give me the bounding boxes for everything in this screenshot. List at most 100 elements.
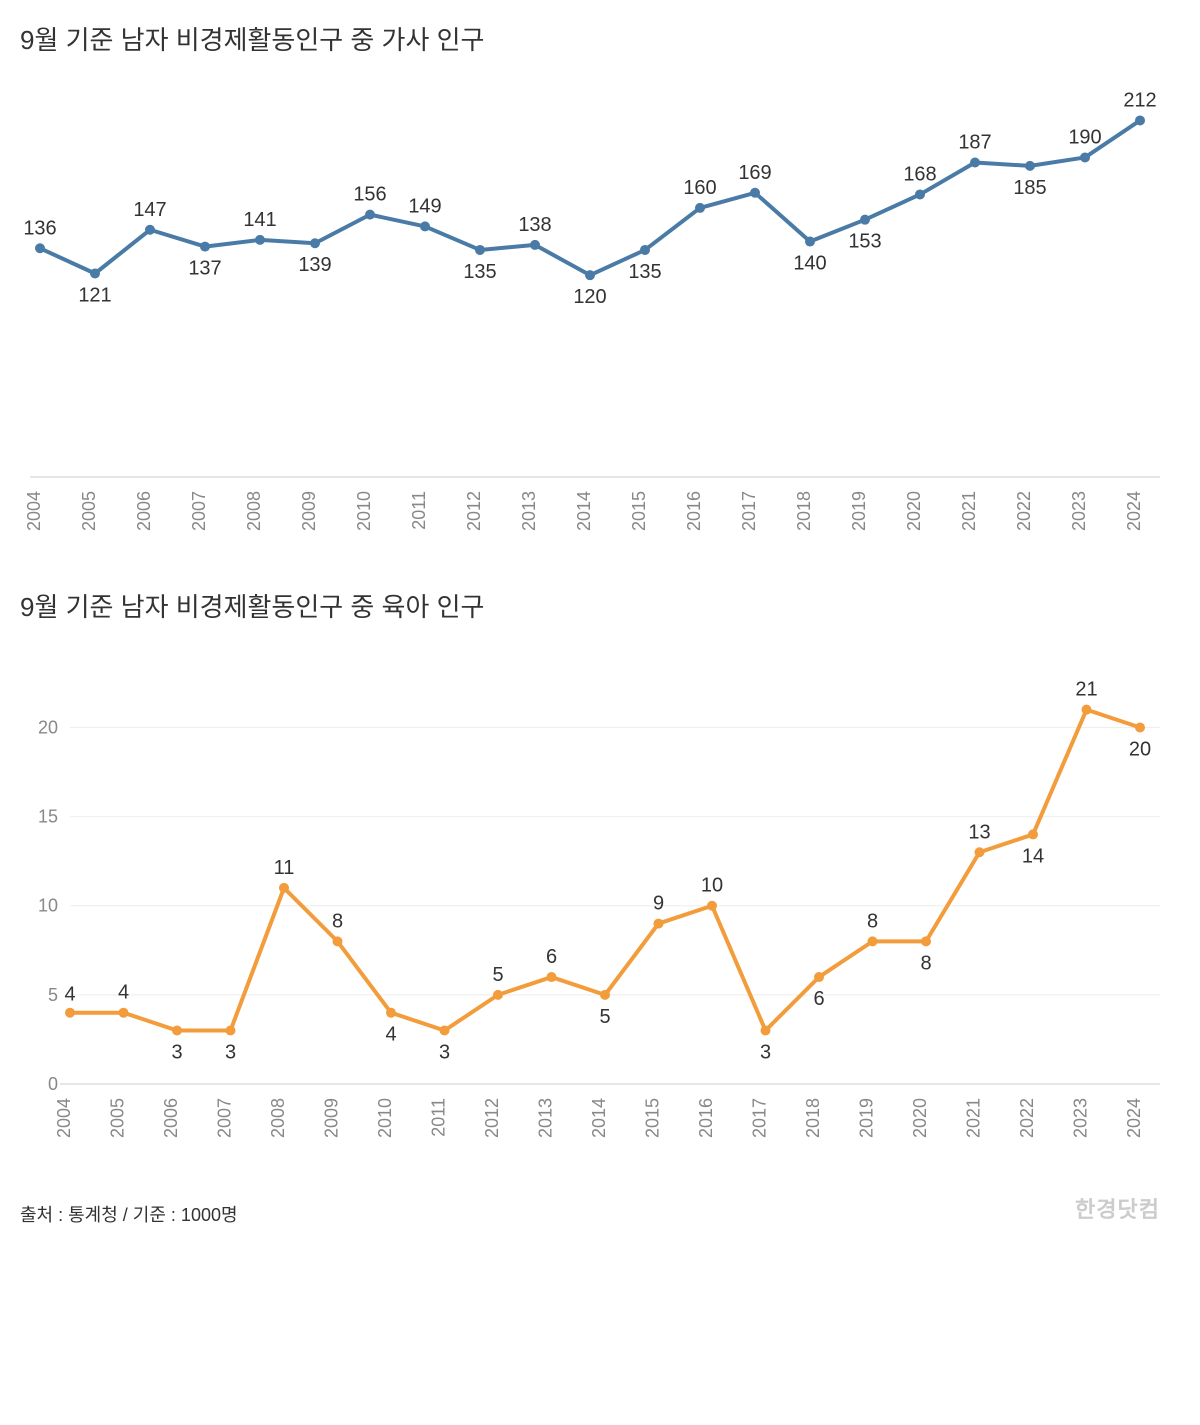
ytick-label: 0: [48, 1074, 58, 1094]
source-text: 출처 : 통계청 / 기준 : 1000명: [20, 1201, 238, 1227]
data-label: 3: [439, 1042, 450, 1064]
data-marker: [915, 189, 925, 199]
data-marker: [226, 1026, 236, 1036]
xtick-label: 2010: [375, 1098, 395, 1138]
data-label: 4: [64, 984, 75, 1006]
series-line: [70, 710, 1140, 1031]
data-label: 3: [760, 1042, 771, 1064]
data-marker: [65, 1008, 75, 1018]
data-label: 138: [518, 214, 551, 236]
xtick-label: 2016: [696, 1098, 716, 1138]
data-marker: [145, 225, 155, 235]
xtick-label: 2008: [244, 491, 264, 531]
xtick-label: 2013: [536, 1098, 556, 1138]
data-marker: [1082, 705, 1092, 715]
data-marker: [707, 901, 717, 911]
xtick-label: 2014: [574, 491, 594, 531]
xtick-label: 2006: [134, 491, 154, 531]
footer: 출처 : 통계청 / 기준 : 1000명 한경닷컴: [20, 1194, 1180, 1234]
data-label: 141: [243, 209, 276, 231]
data-marker: [475, 245, 485, 255]
xtick-label: 2005: [79, 491, 99, 531]
xtick-label: 2012: [482, 1098, 502, 1138]
xtick-label: 2011: [429, 1098, 449, 1137]
xtick-label: 2004: [54, 1098, 74, 1138]
chart2-title: 9월 기준 남자 비경제활동인구 중 육아 인구: [20, 587, 1180, 624]
data-label: 168: [903, 163, 936, 185]
data-marker: [119, 1008, 129, 1018]
data-marker: [200, 242, 210, 252]
data-marker: [279, 883, 289, 893]
xtick-label: 2023: [1069, 491, 1089, 531]
xtick-label: 2009: [299, 491, 319, 531]
data-marker: [440, 1026, 450, 1036]
xtick-label: 2020: [910, 1098, 930, 1138]
chart1-title: 9월 기준 남자 비경제활동인구 중 가사 인구: [20, 20, 1180, 57]
xtick-label: 2021: [964, 1098, 984, 1138]
data-marker: [1080, 152, 1090, 162]
watermark: 한경닷컴: [1075, 1192, 1160, 1224]
data-label: 8: [920, 952, 931, 974]
data-marker: [35, 243, 45, 253]
xtick-label: 2007: [189, 491, 209, 531]
data-label: 120: [573, 286, 606, 308]
data-label: 5: [599, 1006, 610, 1028]
data-marker: [600, 990, 610, 1000]
chart1-container: 9월 기준 남자 비경제활동인구 중 가사 인구 136121147137141…: [20, 20, 1180, 557]
xtick-label: 2024: [1124, 1098, 1144, 1138]
xtick-label: 2012: [464, 491, 484, 531]
xtick-label: 2024: [1124, 491, 1144, 531]
data-label: 139: [298, 254, 331, 276]
data-marker: [805, 237, 815, 247]
data-marker: [640, 245, 650, 255]
data-label: 160: [683, 177, 716, 199]
data-label: 4: [118, 982, 129, 1004]
data-marker: [255, 235, 265, 245]
xtick-label: 2014: [589, 1098, 609, 1138]
data-marker: [1025, 161, 1035, 171]
chart1-svg: 1361211471371411391561491351381201351601…: [20, 77, 1180, 557]
xtick-label: 2005: [108, 1098, 128, 1138]
data-marker: [814, 972, 824, 982]
data-marker: [310, 238, 320, 248]
data-label: 21: [1075, 679, 1097, 701]
xtick-label: 2017: [750, 1098, 770, 1138]
xtick-label: 2006: [161, 1098, 181, 1138]
data-label: 9: [653, 893, 664, 915]
data-marker: [90, 269, 100, 279]
xtick-label: 2019: [857, 1098, 877, 1138]
ytick-label: 5: [48, 985, 58, 1005]
data-marker: [172, 1026, 182, 1036]
xtick-label: 2020: [904, 491, 924, 531]
data-label: 147: [133, 199, 166, 221]
xtick-label: 2022: [1014, 491, 1034, 531]
data-label: 13: [968, 821, 990, 843]
xtick-label: 2015: [643, 1098, 663, 1138]
data-label: 136: [23, 217, 56, 239]
data-label: 135: [463, 261, 496, 283]
xtick-label: 2017: [739, 491, 759, 531]
data-marker: [761, 1026, 771, 1036]
data-marker: [868, 936, 878, 946]
xtick-label: 2018: [794, 491, 814, 531]
data-label: 149: [408, 195, 441, 217]
xtick-label: 2011: [409, 491, 429, 530]
data-label: 11: [274, 857, 295, 879]
data-marker: [695, 203, 705, 213]
data-label: 8: [332, 910, 343, 932]
data-label: 187: [958, 132, 991, 154]
xtick-label: 2018: [803, 1098, 823, 1138]
data-marker: [1135, 115, 1145, 125]
data-marker: [585, 270, 595, 280]
data-label: 169: [738, 162, 771, 184]
xtick-label: 2013: [519, 491, 539, 531]
xtick-label: 2021: [959, 491, 979, 531]
xtick-label: 2007: [215, 1098, 235, 1138]
data-marker: [530, 240, 540, 250]
data-marker: [420, 221, 430, 231]
data-label: 5: [492, 964, 503, 986]
chart2-container: 9월 기준 남자 비경제활동인구 중 육아 인구 051015204433118…: [20, 587, 1180, 1164]
data-label: 6: [546, 946, 557, 968]
data-label: 4: [385, 1024, 396, 1046]
xtick-label: 2016: [684, 491, 704, 531]
